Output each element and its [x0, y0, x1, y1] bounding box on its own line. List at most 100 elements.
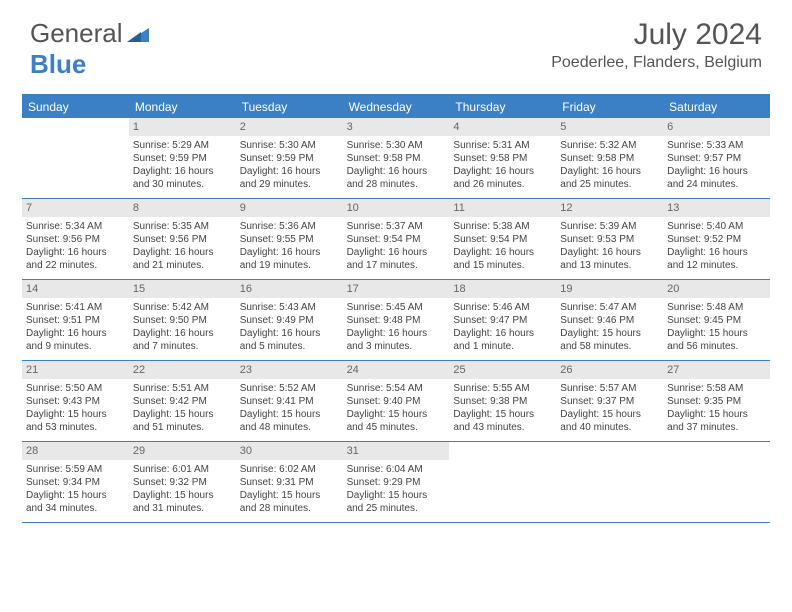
- daylight-text: Daylight: 16 hours and 9 minutes.: [26, 327, 125, 353]
- sunset-text: Sunset: 9:52 PM: [667, 233, 766, 246]
- sunrise-text: Sunrise: 6:01 AM: [133, 463, 232, 476]
- day-number: 22: [129, 361, 236, 379]
- day-header: Wednesday: [343, 96, 450, 118]
- day-number: 31: [343, 442, 450, 460]
- sunset-text: Sunset: 9:58 PM: [560, 152, 659, 165]
- day-number: 2: [236, 118, 343, 136]
- day-number: 15: [129, 280, 236, 298]
- sunset-text: Sunset: 9:50 PM: [133, 314, 232, 327]
- day-number: 8: [129, 199, 236, 217]
- calendar-cell: 13Sunrise: 5:40 AMSunset: 9:52 PMDayligh…: [663, 199, 770, 279]
- day-number: 1: [129, 118, 236, 136]
- sunset-text: Sunset: 9:56 PM: [26, 233, 125, 246]
- title-block: July 2024 Poederlee, Flanders, Belgium: [551, 18, 762, 72]
- logo-text-general: General: [30, 18, 123, 48]
- daylight-text: Daylight: 15 hours and 34 minutes.: [26, 489, 125, 515]
- sunset-text: Sunset: 9:45 PM: [667, 314, 766, 327]
- calendar-cell: 28Sunrise: 5:59 AMSunset: 9:34 PMDayligh…: [22, 442, 129, 522]
- calendar-cell: 1Sunrise: 5:29 AMSunset: 9:59 PMDaylight…: [129, 118, 236, 198]
- week-row: 28Sunrise: 5:59 AMSunset: 9:34 PMDayligh…: [22, 442, 770, 523]
- sunset-text: Sunset: 9:49 PM: [240, 314, 339, 327]
- header: General Blue July 2024 Poederlee, Flande…: [0, 0, 792, 88]
- day-header: Saturday: [663, 96, 770, 118]
- daylight-text: Daylight: 15 hours and 43 minutes.: [453, 408, 552, 434]
- calendar: Sunday Monday Tuesday Wednesday Thursday…: [22, 94, 770, 523]
- calendar-cell: 16Sunrise: 5:43 AMSunset: 9:49 PMDayligh…: [236, 280, 343, 360]
- sunrise-text: Sunrise: 5:51 AM: [133, 382, 232, 395]
- daylight-text: Daylight: 15 hours and 31 minutes.: [133, 489, 232, 515]
- day-headers-row: Sunday Monday Tuesday Wednesday Thursday…: [22, 96, 770, 118]
- sunrise-text: Sunrise: 5:43 AM: [240, 301, 339, 314]
- calendar-cell: 4Sunrise: 5:31 AMSunset: 9:58 PMDaylight…: [449, 118, 556, 198]
- month-title: July 2024: [551, 18, 762, 52]
- sunset-text: Sunset: 9:56 PM: [133, 233, 232, 246]
- day-number: 5: [556, 118, 663, 136]
- sunset-text: Sunset: 9:35 PM: [667, 395, 766, 408]
- sunset-text: Sunset: 9:38 PM: [453, 395, 552, 408]
- sunrise-text: Sunrise: 6:02 AM: [240, 463, 339, 476]
- daylight-text: Daylight: 15 hours and 37 minutes.: [667, 408, 766, 434]
- daylight-text: Daylight: 16 hours and 15 minutes.: [453, 246, 552, 272]
- sunrise-text: Sunrise: 6:04 AM: [347, 463, 446, 476]
- sunset-text: Sunset: 9:43 PM: [26, 395, 125, 408]
- calendar-cell: 18Sunrise: 5:46 AMSunset: 9:47 PMDayligh…: [449, 280, 556, 360]
- sunset-text: Sunset: 9:40 PM: [347, 395, 446, 408]
- day-number: 16: [236, 280, 343, 298]
- sunrise-text: Sunrise: 5:59 AM: [26, 463, 125, 476]
- logo-triangle-icon: [127, 26, 149, 42]
- sunrise-text: Sunrise: 5:30 AM: [240, 139, 339, 152]
- daylight-text: Daylight: 16 hours and 17 minutes.: [347, 246, 446, 272]
- calendar-cell: [556, 442, 663, 522]
- logo: General Blue: [30, 18, 149, 80]
- sunset-text: Sunset: 9:59 PM: [133, 152, 232, 165]
- day-number: 9: [236, 199, 343, 217]
- week-row: 1Sunrise: 5:29 AMSunset: 9:59 PMDaylight…: [22, 118, 770, 199]
- day-number: 24: [343, 361, 450, 379]
- calendar-cell: 26Sunrise: 5:57 AMSunset: 9:37 PMDayligh…: [556, 361, 663, 441]
- daylight-text: Daylight: 15 hours and 28 minutes.: [240, 489, 339, 515]
- daylight-text: Daylight: 16 hours and 1 minute.: [453, 327, 552, 353]
- daylight-text: Daylight: 16 hours and 19 minutes.: [240, 246, 339, 272]
- sunrise-text: Sunrise: 5:46 AM: [453, 301, 552, 314]
- sunset-text: Sunset: 9:34 PM: [26, 476, 125, 489]
- daylight-text: Daylight: 16 hours and 30 minutes.: [133, 165, 232, 191]
- calendar-cell: 2Sunrise: 5:30 AMSunset: 9:59 PMDaylight…: [236, 118, 343, 198]
- day-number: 29: [129, 442, 236, 460]
- calendar-cell: 14Sunrise: 5:41 AMSunset: 9:51 PMDayligh…: [22, 280, 129, 360]
- calendar-cell: 27Sunrise: 5:58 AMSunset: 9:35 PMDayligh…: [663, 361, 770, 441]
- daylight-text: Daylight: 16 hours and 22 minutes.: [26, 246, 125, 272]
- sunset-text: Sunset: 9:29 PM: [347, 476, 446, 489]
- logo-text-blue: Blue: [30, 49, 86, 79]
- daylight-text: Daylight: 16 hours and 29 minutes.: [240, 165, 339, 191]
- day-header: Monday: [129, 96, 236, 118]
- sunset-text: Sunset: 9:41 PM: [240, 395, 339, 408]
- calendar-cell: 19Sunrise: 5:47 AMSunset: 9:46 PMDayligh…: [556, 280, 663, 360]
- calendar-cell: 29Sunrise: 6:01 AMSunset: 9:32 PMDayligh…: [129, 442, 236, 522]
- daylight-text: Daylight: 16 hours and 26 minutes.: [453, 165, 552, 191]
- calendar-cell: 20Sunrise: 5:48 AMSunset: 9:45 PMDayligh…: [663, 280, 770, 360]
- sunset-text: Sunset: 9:53 PM: [560, 233, 659, 246]
- calendar-cell: 21Sunrise: 5:50 AMSunset: 9:43 PMDayligh…: [22, 361, 129, 441]
- sunset-text: Sunset: 9:46 PM: [560, 314, 659, 327]
- day-number: 18: [449, 280, 556, 298]
- calendar-cell: 9Sunrise: 5:36 AMSunset: 9:55 PMDaylight…: [236, 199, 343, 279]
- day-number: 4: [449, 118, 556, 136]
- sunset-text: Sunset: 9:48 PM: [347, 314, 446, 327]
- sunset-text: Sunset: 9:54 PM: [453, 233, 552, 246]
- sunrise-text: Sunrise: 5:35 AM: [133, 220, 232, 233]
- day-number: 14: [22, 280, 129, 298]
- sunrise-text: Sunrise: 5:38 AM: [453, 220, 552, 233]
- calendar-cell: 24Sunrise: 5:54 AMSunset: 9:40 PMDayligh…: [343, 361, 450, 441]
- sunrise-text: Sunrise: 5:32 AM: [560, 139, 659, 152]
- calendar-cell: 12Sunrise: 5:39 AMSunset: 9:53 PMDayligh…: [556, 199, 663, 279]
- sunrise-text: Sunrise: 5:40 AM: [667, 220, 766, 233]
- sunrise-text: Sunrise: 5:45 AM: [347, 301, 446, 314]
- daylight-text: Daylight: 16 hours and 7 minutes.: [133, 327, 232, 353]
- week-row: 21Sunrise: 5:50 AMSunset: 9:43 PMDayligh…: [22, 361, 770, 442]
- calendar-cell: 31Sunrise: 6:04 AMSunset: 9:29 PMDayligh…: [343, 442, 450, 522]
- sunrise-text: Sunrise: 5:31 AM: [453, 139, 552, 152]
- calendar-cell: 7Sunrise: 5:34 AMSunset: 9:56 PMDaylight…: [22, 199, 129, 279]
- day-header: Sunday: [22, 96, 129, 118]
- daylight-text: Daylight: 15 hours and 53 minutes.: [26, 408, 125, 434]
- daylight-text: Daylight: 16 hours and 21 minutes.: [133, 246, 232, 272]
